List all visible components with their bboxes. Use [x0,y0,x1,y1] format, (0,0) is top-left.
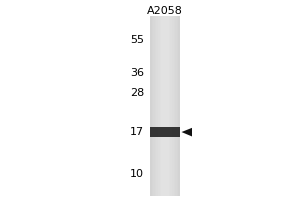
Text: 10: 10 [130,169,144,179]
Bar [152,16,178,196]
Text: 36: 36 [130,68,144,78]
Bar [155,16,175,196]
Bar [156,16,174,196]
Bar [153,16,177,196]
Bar [150,127,180,137]
Text: 55: 55 [130,35,144,45]
Bar [160,16,170,196]
Bar [150,16,180,196]
Text: 17: 17 [130,127,144,137]
Bar [161,16,169,196]
Bar [150,16,180,196]
Text: 28: 28 [130,88,144,98]
Text: A2058: A2058 [147,6,183,16]
Bar [158,16,172,196]
Polygon shape [182,128,192,136]
